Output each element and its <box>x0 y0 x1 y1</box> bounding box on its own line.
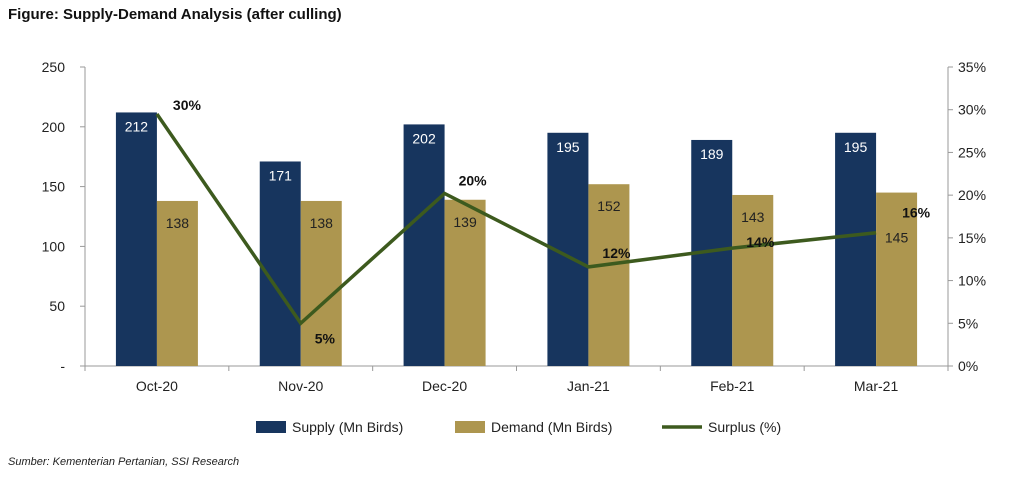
surplus-data-label: 14% <box>746 234 775 250</box>
legend-label: Surplus (%) <box>708 419 781 435</box>
right-tick-label: 30% <box>958 102 986 118</box>
supply-data-label: 212 <box>125 118 149 134</box>
supply-bar <box>403 124 445 367</box>
figure-title: Figure: Supply-Demand Analysis (after cu… <box>8 6 342 23</box>
supply-data-label: 195 <box>556 139 580 155</box>
left-tick-label: 150 <box>42 179 66 195</box>
x-tick-label: Feb-21 <box>710 378 755 394</box>
demand-data-label: 143 <box>741 209 765 225</box>
demand-data-label: 139 <box>453 214 477 230</box>
demand-bar <box>156 200 198 366</box>
surplus-data-label: 16% <box>902 205 931 221</box>
left-tick-label: - <box>60 358 65 374</box>
demand-data-label: 145 <box>885 230 909 246</box>
demand-data-label: 152 <box>597 198 621 214</box>
surplus-data-label: 30% <box>173 97 202 113</box>
right-tick-label: 15% <box>958 230 986 246</box>
legend-label: Supply (Mn Birds) <box>292 419 403 435</box>
demand-bar <box>732 194 774 366</box>
supply-data-label: 171 <box>269 167 293 183</box>
left-tick-label: 200 <box>42 119 66 135</box>
x-tick-label: Dec-20 <box>422 378 467 394</box>
left-tick-label: 50 <box>49 298 65 314</box>
x-tick-label: Mar-21 <box>854 378 899 394</box>
left-tick-label: 100 <box>42 238 66 254</box>
supply-demand-chart: - 50 100 150 200 250 0% 5% 10% 15% 20% 25% 30% 35% Oct… <box>42 59 986 435</box>
supply-data-label: 202 <box>412 130 436 146</box>
demand-data-label: 138 <box>310 215 334 231</box>
right-tick-label: 25% <box>958 144 986 160</box>
supply-data-label: 195 <box>844 139 868 155</box>
x-tick-label: Jan-21 <box>567 378 610 394</box>
supply-bar <box>835 132 877 366</box>
demand-bar <box>300 200 342 366</box>
supply-bar <box>115 112 157 366</box>
left-tick-label: 250 <box>42 59 66 75</box>
right-tick-label: 20% <box>958 187 986 203</box>
surplus-data-label: 20% <box>459 172 488 188</box>
supply-data-label: 189 <box>700 146 724 162</box>
x-tick-label: Nov-20 <box>278 378 323 394</box>
surplus-line <box>155 112 877 326</box>
legend-swatch <box>256 421 286 433</box>
source-note: Sumber: Kementerian Pertanian, SSI Resea… <box>8 456 240 468</box>
demand-bar <box>876 192 918 366</box>
surplus-data-label: 12% <box>602 245 631 261</box>
surplus-data-label: 5% <box>315 330 336 346</box>
right-tick-label: 0% <box>958 358 978 374</box>
demand-data-label: 138 <box>166 215 190 231</box>
demand-bar <box>444 199 486 366</box>
right-tick-label: 10% <box>958 273 986 289</box>
right-tick-label: 5% <box>958 315 978 331</box>
demand-bar <box>588 184 630 366</box>
x-tick-label: Oct-20 <box>136 378 178 394</box>
right-tick-label: 35% <box>958 59 986 75</box>
legend-label: Demand (Mn Birds) <box>491 419 612 435</box>
legend-swatch <box>455 421 485 433</box>
supply-bar <box>259 161 301 366</box>
